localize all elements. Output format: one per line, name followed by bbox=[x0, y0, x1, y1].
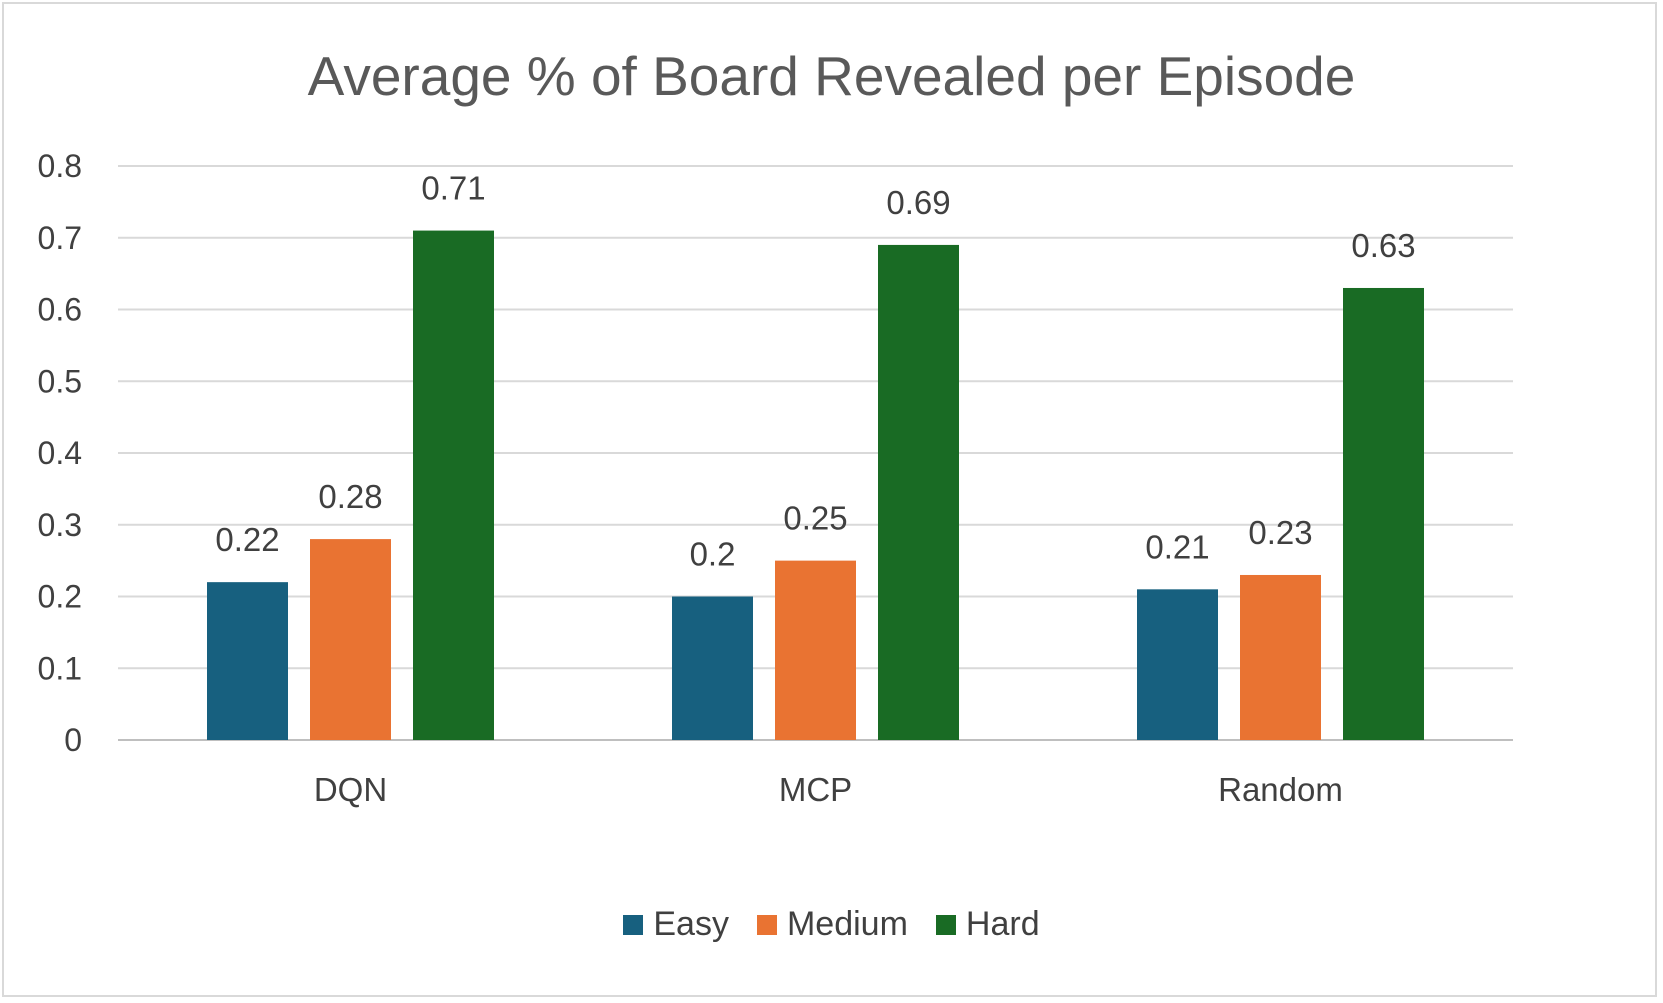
y-tick-label: 0.1 bbox=[38, 650, 82, 686]
y-tick-label: 0 bbox=[64, 722, 82, 758]
y-tick-label: 0.2 bbox=[38, 579, 82, 615]
y-tick-label: 0.5 bbox=[38, 363, 82, 399]
data-label: 0.69 bbox=[886, 184, 950, 221]
data-label: 0.22 bbox=[215, 521, 279, 558]
y-tick-label: 0.6 bbox=[38, 292, 82, 328]
y-tick-label: 0.4 bbox=[38, 435, 82, 471]
bar-easy-mcp bbox=[672, 596, 753, 740]
data-label: 0.28 bbox=[318, 478, 382, 515]
legend-swatch bbox=[935, 914, 956, 935]
legend-item-easy: Easy bbox=[623, 905, 729, 944]
data-label: 0.21 bbox=[1145, 528, 1209, 565]
bar-hard-mcp bbox=[878, 244, 959, 741]
data-label: 0.2 bbox=[690, 536, 736, 573]
legend: Easy Medium Hard bbox=[0, 905, 1663, 944]
bar-hard-random bbox=[1343, 287, 1424, 740]
bar-medium-random bbox=[1240, 574, 1321, 740]
legend-item-medium: Medium bbox=[756, 905, 908, 944]
legend-swatch bbox=[623, 914, 644, 935]
legend-item-hard: Hard bbox=[935, 905, 1040, 944]
data-label: 0.71 bbox=[421, 170, 485, 207]
bar-medium-dqn bbox=[310, 539, 391, 740]
data-label: 0.63 bbox=[1351, 227, 1415, 264]
legend-label: Hard bbox=[965, 905, 1040, 943]
category-label: DQN bbox=[314, 771, 387, 808]
y-tick-label: 0.7 bbox=[38, 220, 82, 256]
y-tick-label: 0.3 bbox=[38, 507, 82, 543]
data-label: 0.25 bbox=[783, 500, 847, 537]
labels: 0 0.1 0.2 0.3 0.4 0.5 0.6 0.7 0.8 0.22 0.28 0.71 DQN… bbox=[38, 148, 1416, 808]
legend-swatch bbox=[756, 914, 777, 935]
category-label: Random bbox=[1218, 771, 1343, 808]
data-label: 0.23 bbox=[1248, 514, 1312, 551]
bar-medium-mcp bbox=[775, 560, 856, 740]
bar-easy-dqn bbox=[207, 582, 288, 740]
chart-title: Average % of Board Revealed per Episode bbox=[307, 45, 1356, 107]
bars bbox=[207, 230, 1424, 741]
y-tick-label: 0.8 bbox=[38, 148, 82, 184]
bar-easy-random bbox=[1137, 589, 1218, 740]
category-label: MCP bbox=[779, 771, 852, 808]
legend-label: Easy bbox=[653, 905, 729, 943]
legend-label: Medium bbox=[786, 905, 908, 943]
bar-hard-dqn bbox=[413, 230, 494, 740]
